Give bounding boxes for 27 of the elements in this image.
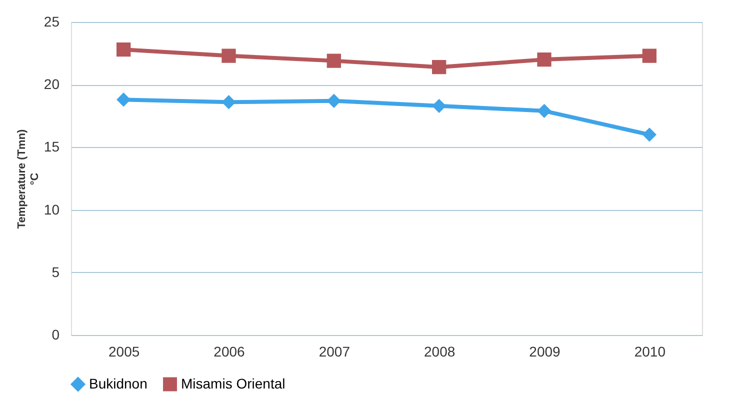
y-tick-label: 5: [52, 264, 60, 280]
legend-label: Bukidnon: [89, 375, 148, 392]
point: [537, 104, 552, 118]
point: [432, 60, 446, 74]
point: [116, 42, 131, 57]
point: [432, 98, 446, 113]
x-tick-label: 2008: [424, 344, 456, 360]
y-tick-label: 10: [44, 201, 60, 218]
point: [642, 48, 656, 63]
x-tick-label: 2007: [318, 344, 350, 360]
x-tick-label: 2009: [529, 344, 561, 360]
x-tick-label: 2005: [108, 344, 140, 360]
x-tick-label: 2010: [634, 344, 666, 360]
y-tick-label: 0: [52, 326, 60, 342]
y-tick-label: 15: [44, 138, 60, 155]
point: [222, 95, 236, 110]
y-tick-label: 20: [44, 76, 60, 92]
point: [537, 52, 552, 67]
y-tick-label: 25: [44, 14, 60, 30]
point: [642, 128, 656, 142]
point: [116, 92, 131, 107]
point: [326, 94, 341, 108]
y-axis-title: Temperature (Tmn) °C: [16, 128, 41, 229]
point: [326, 54, 341, 68]
x-tick-label: 2006: [214, 344, 246, 360]
point: [222, 48, 236, 63]
legend-label: Misamis Oriental: [181, 375, 286, 392]
